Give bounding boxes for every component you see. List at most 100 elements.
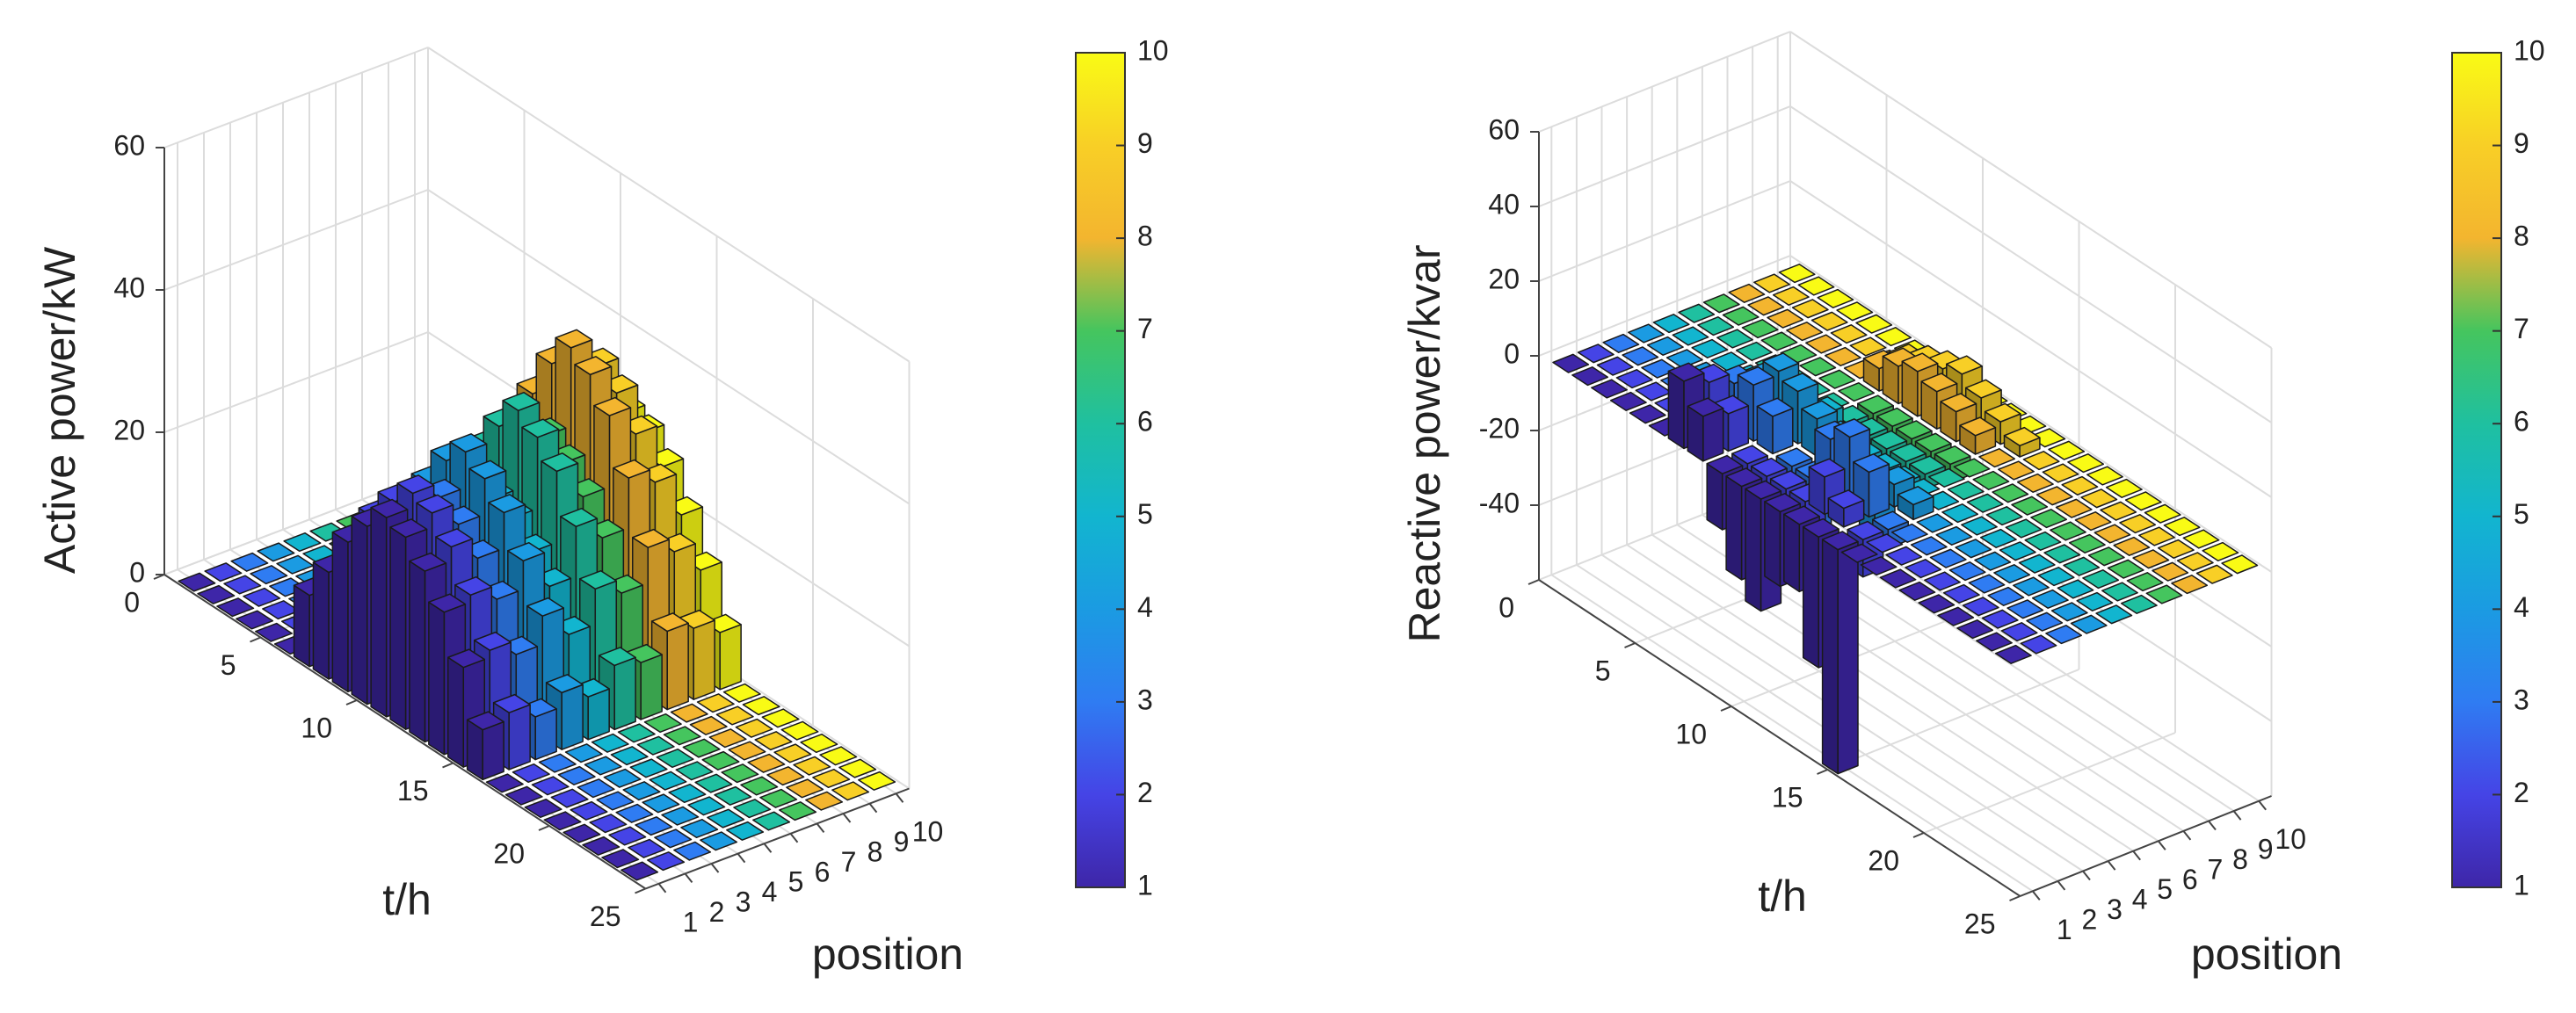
bar-top bbox=[1924, 571, 1961, 591]
bar-top bbox=[1737, 365, 1774, 387]
colorbar-tick-label: 2 bbox=[2514, 777, 2529, 808]
bar-top bbox=[584, 756, 622, 776]
bar bbox=[1972, 470, 2010, 490]
x-tick-label: 5 bbox=[221, 649, 236, 681]
bar-top bbox=[2055, 498, 2093, 518]
y-tick-label: 9 bbox=[894, 826, 910, 857]
x-axis-label: t/h bbox=[382, 875, 432, 924]
bar bbox=[1999, 541, 2036, 561]
bar-top bbox=[675, 761, 714, 781]
bar-top bbox=[1775, 447, 1813, 467]
x-tick-label: 15 bbox=[1772, 781, 1803, 813]
bar-top bbox=[197, 584, 236, 604]
bar bbox=[1591, 379, 1628, 399]
colorbar-tick-label: 4 bbox=[1137, 591, 1153, 623]
colorbar-tick-label: 7 bbox=[1137, 313, 1153, 344]
bar bbox=[2101, 582, 2138, 602]
bar bbox=[2037, 567, 2075, 587]
bar-face bbox=[1702, 407, 1724, 462]
bar-top bbox=[2082, 569, 2120, 590]
bar-face bbox=[561, 684, 584, 750]
tick-mark bbox=[1817, 769, 1828, 775]
bar-top bbox=[1552, 353, 1590, 373]
bar bbox=[2202, 541, 2239, 561]
bar-top bbox=[1953, 458, 1991, 478]
bar bbox=[1687, 397, 1724, 462]
bar bbox=[687, 796, 726, 816]
bar bbox=[1962, 597, 1999, 617]
tick-mark bbox=[2082, 870, 2091, 881]
bar-top bbox=[620, 861, 659, 881]
bar bbox=[1959, 416, 1997, 455]
bar-top bbox=[1786, 322, 1824, 342]
bar-face bbox=[1783, 513, 1801, 593]
bar-top bbox=[2068, 533, 2106, 554]
bar-top bbox=[2043, 544, 2081, 564]
bar bbox=[2087, 546, 2125, 567]
axis-line bbox=[2020, 795, 2272, 897]
y-axis-label: position bbox=[812, 930, 963, 979]
bar-top bbox=[446, 648, 486, 669]
bar bbox=[2182, 529, 2220, 549]
bar bbox=[1838, 382, 1876, 402]
bar-top bbox=[1756, 397, 1794, 417]
bar-top bbox=[2061, 475, 2099, 496]
grid-line bbox=[1626, 544, 2109, 862]
tick-mark bbox=[2032, 890, 2041, 901]
bar-top bbox=[2074, 511, 2112, 532]
bar-top bbox=[1940, 393, 1977, 413]
bar-top bbox=[700, 831, 738, 851]
bar bbox=[708, 728, 747, 749]
bar bbox=[643, 713, 682, 734]
bar bbox=[747, 753, 786, 773]
bar-top bbox=[1927, 467, 1965, 488]
tick-mark bbox=[1912, 832, 1925, 838]
bar-top bbox=[642, 793, 680, 814]
bar bbox=[622, 781, 661, 801]
bar-top bbox=[2050, 521, 2086, 541]
bar bbox=[2026, 611, 2064, 632]
colorbar-tick-label: 5 bbox=[1137, 498, 1153, 530]
bar-top bbox=[283, 532, 322, 553]
bar-top bbox=[1622, 346, 1659, 366]
bar-top bbox=[766, 766, 805, 786]
bar bbox=[2018, 554, 2056, 574]
bar-top bbox=[1741, 319, 1779, 339]
bar bbox=[2043, 544, 2081, 564]
bar bbox=[1866, 533, 1904, 554]
colorbar-tick-label: 6 bbox=[1137, 406, 1153, 438]
y-axis-label: position bbox=[2191, 930, 2342, 979]
bar-top bbox=[250, 565, 288, 585]
bar-top bbox=[682, 738, 721, 758]
bar bbox=[636, 735, 675, 756]
bar-top bbox=[615, 803, 654, 823]
bar bbox=[601, 849, 640, 869]
bar bbox=[1767, 308, 1804, 329]
bar bbox=[2070, 614, 2108, 634]
bar-top bbox=[2026, 611, 2064, 632]
bar-top bbox=[1909, 455, 1946, 475]
y-tick-label: 10 bbox=[2275, 823, 2306, 855]
x-tick-label: 10 bbox=[301, 712, 332, 743]
bar-top bbox=[1836, 301, 1874, 322]
bar-top bbox=[1959, 416, 1997, 437]
bar bbox=[1937, 606, 1975, 626]
bar-top bbox=[1838, 382, 1876, 402]
grid-line bbox=[1538, 31, 1791, 133]
grid-line bbox=[163, 189, 429, 291]
bar bbox=[779, 801, 817, 821]
y-tick-label: 3 bbox=[2107, 894, 2122, 925]
bar bbox=[1824, 346, 1861, 366]
bar bbox=[1747, 296, 1785, 316]
bar bbox=[2145, 584, 2183, 604]
z-axis-label: Reactive power/kvar bbox=[1400, 245, 1449, 643]
bar-top bbox=[1577, 344, 1615, 364]
bar-top bbox=[449, 433, 488, 453]
bar bbox=[1622, 346, 1659, 366]
bar-top bbox=[2035, 486, 2073, 506]
bar-face bbox=[293, 584, 310, 668]
bar-top bbox=[733, 799, 772, 819]
bar bbox=[2042, 463, 2079, 483]
bar-top bbox=[1948, 561, 1986, 582]
bar bbox=[1981, 609, 2019, 629]
